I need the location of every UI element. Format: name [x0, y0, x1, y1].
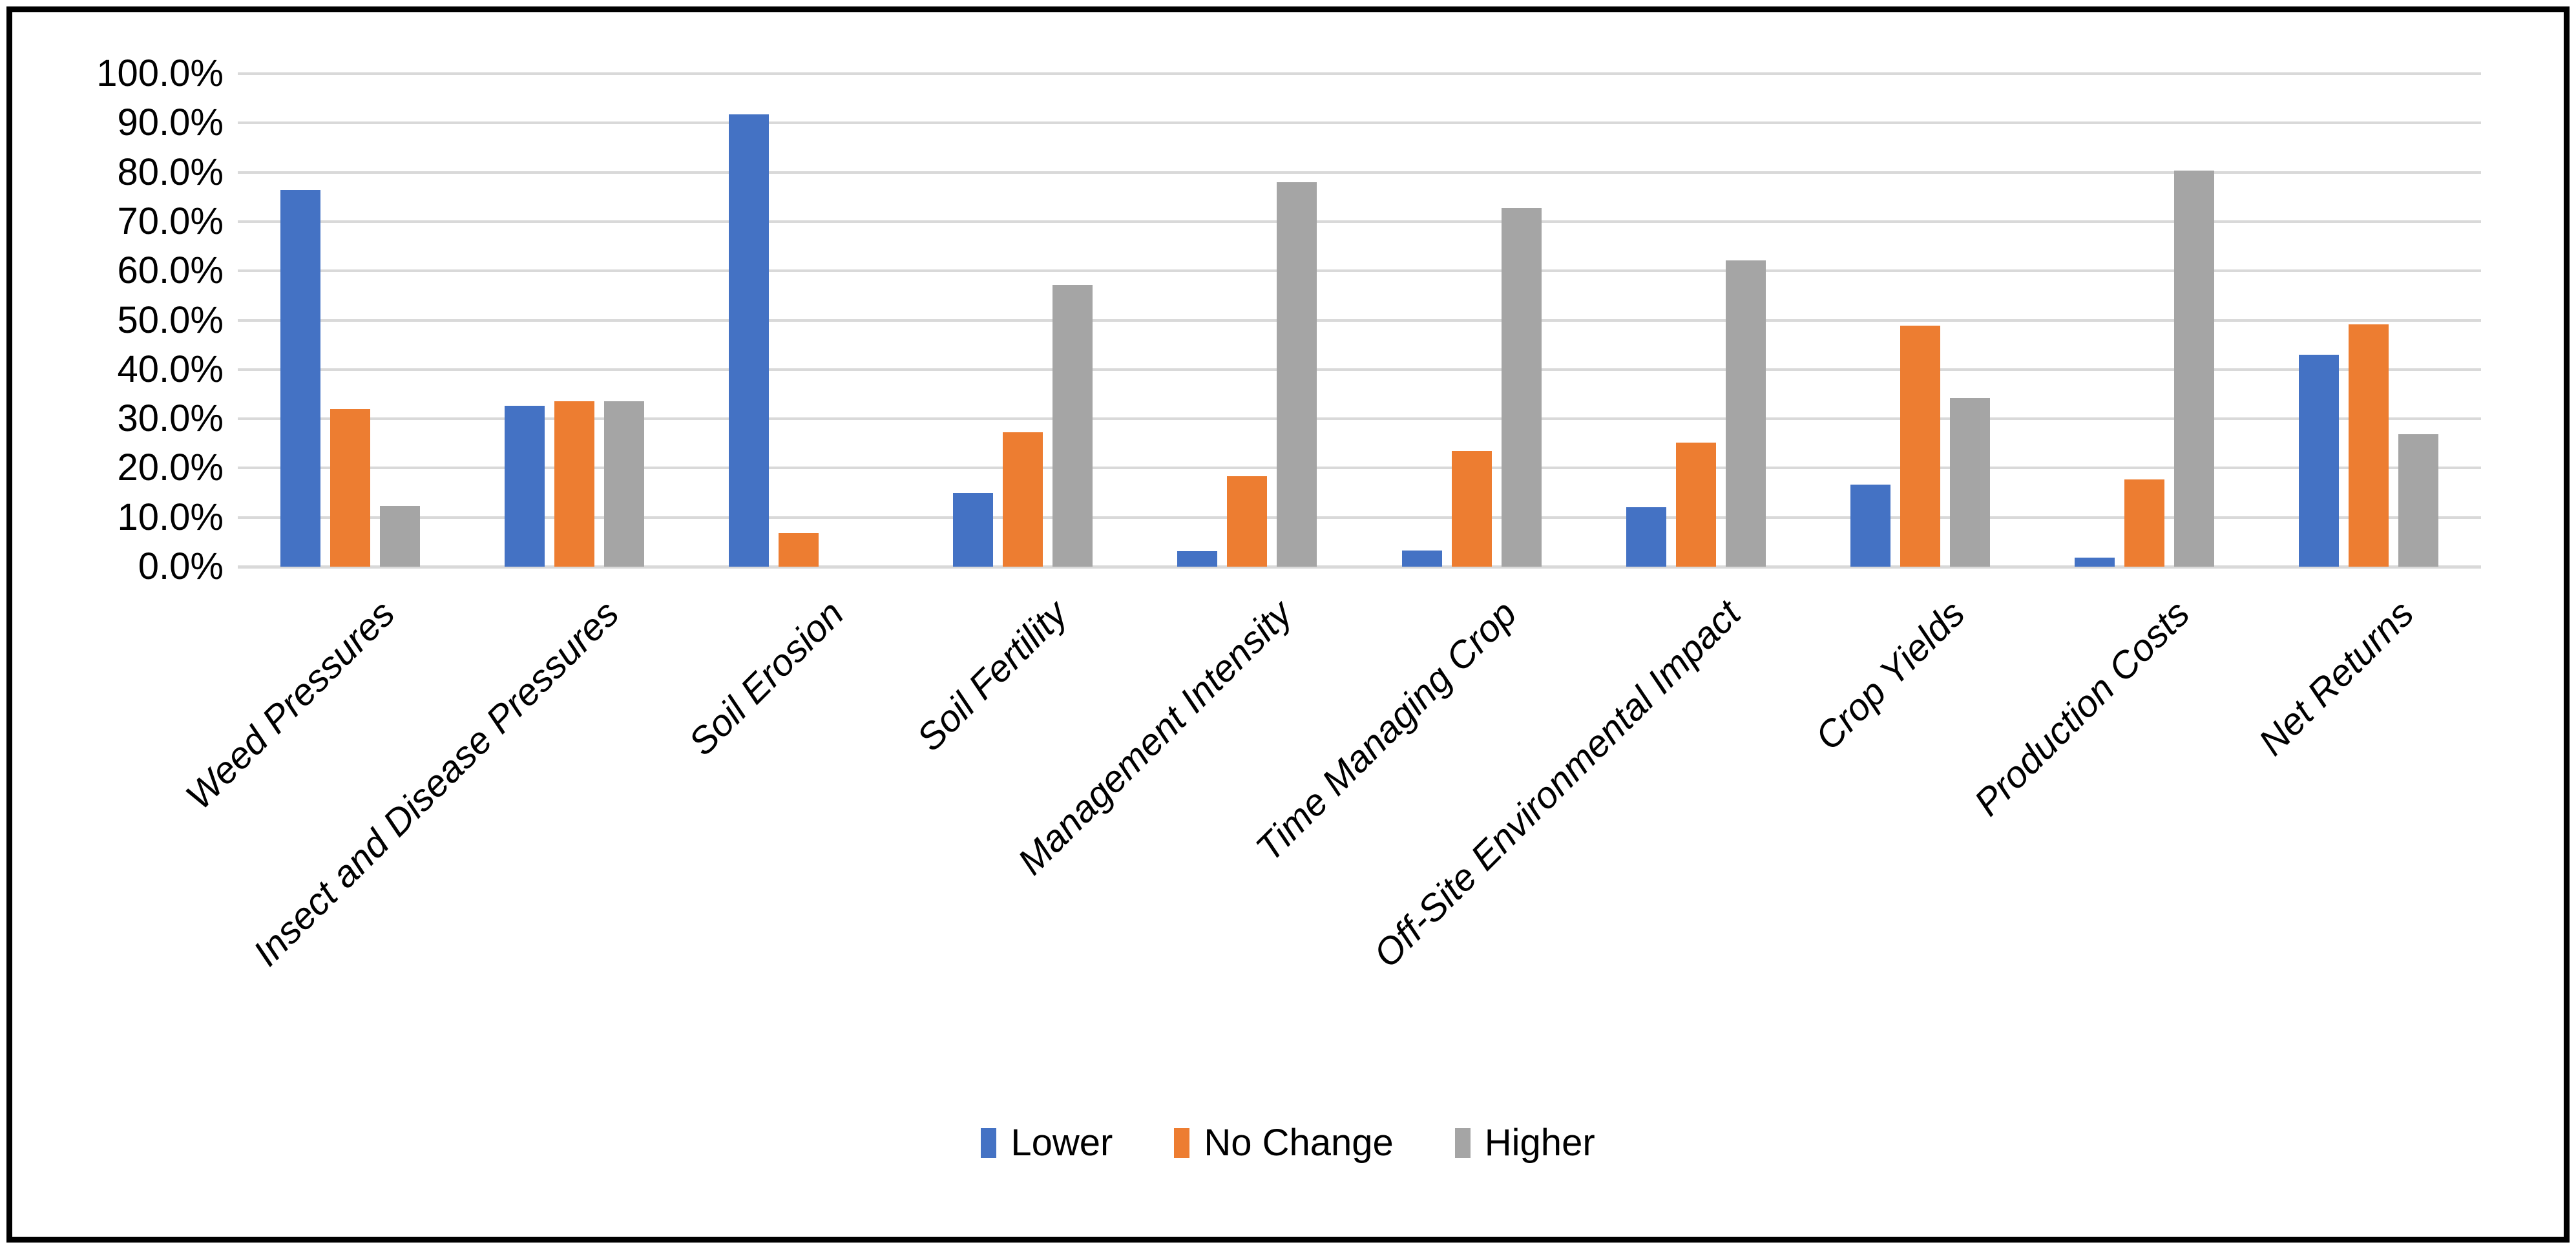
bar-lower [1402, 551, 1442, 567]
bar-no-change [1900, 326, 1940, 567]
gridline [238, 121, 2481, 124]
x-axis-line [238, 565, 2481, 569]
bar-lower [505, 406, 545, 567]
y-tick-label: 10.0% [117, 496, 224, 538]
gridline [238, 171, 2481, 174]
legend: Lower No Change Higher [0, 1124, 2576, 1162]
legend-item-higher: Higher [1454, 1122, 1595, 1164]
gridline [238, 417, 2481, 420]
bar-no-change [2349, 324, 2389, 567]
bar-higher [2398, 434, 2438, 567]
gridline [238, 368, 2481, 371]
bar-no-change [330, 409, 370, 567]
legend-label: Lower [1011, 1122, 1113, 1164]
legend-swatch-higher [1454, 1128, 1471, 1158]
y-tick-label: 40.0% [117, 348, 224, 390]
bar-no-change [1227, 476, 1267, 567]
category-label: Crop Yields [1807, 592, 1973, 759]
category-label: Production Costs [1965, 592, 2198, 824]
gridline [238, 269, 2481, 272]
gridline [238, 319, 2481, 322]
bar-higher [1950, 398, 1990, 567]
gridline [238, 72, 2481, 75]
legend-item-lower: Lower [981, 1124, 1113, 1162]
category-label: Insect and Disease Pressures [245, 592, 627, 974]
bar-higher [1726, 260, 1766, 567]
y-tick-label: 30.0% [117, 397, 224, 439]
bar-lower [729, 114, 769, 567]
y-tick-label: 80.0% [117, 151, 224, 193]
category-label: Weed Pressures [178, 592, 403, 818]
bar-higher [1502, 208, 1542, 567]
category-label: Soil Fertility [909, 592, 1076, 759]
category-label: Net Returns [2250, 592, 2422, 764]
bar-higher [1277, 182, 1317, 567]
bar-lower [2075, 558, 2115, 567]
legend-swatch-lower [981, 1128, 997, 1158]
gridline [238, 220, 2481, 223]
bar-lower [280, 190, 320, 567]
bar-higher [604, 401, 644, 567]
bar-lower [1177, 551, 1217, 567]
legend-label: Higher [1484, 1122, 1595, 1164]
y-tick-label: 0.0% [138, 545, 224, 587]
bar-no-change [1452, 451, 1492, 567]
legend-item-no-change: No Change [1174, 1122, 1394, 1164]
y-tick-label: 50.0% [117, 299, 224, 341]
y-tick-label: 90.0% [117, 101, 224, 143]
bar-no-change [1003, 432, 1043, 567]
bar-no-change [1676, 443, 1716, 567]
gridline [238, 467, 2481, 469]
bar-no-change [779, 533, 819, 567]
bar-no-change [554, 401, 594, 567]
bar-lower [953, 493, 993, 567]
y-tick-label: 70.0% [117, 200, 224, 242]
bar-lower [2299, 355, 2339, 567]
y-tick-label: 20.0% [117, 446, 224, 488]
category-label: Off-Site Environmental Impact [1365, 592, 1749, 976]
bar-higher [2174, 171, 2214, 567]
bar-higher [1052, 285, 1093, 567]
gridline [238, 516, 2481, 519]
legend-swatch-no-change [1174, 1128, 1190, 1158]
y-tick-label: 100.0% [96, 52, 224, 94]
y-tick-label: 60.0% [117, 249, 224, 291]
category-label: Soil Erosion [680, 592, 852, 764]
bar-lower [1626, 507, 1666, 567]
legend-label: No Change [1204, 1122, 1394, 1164]
bar-no-change [2124, 479, 2164, 567]
bar-higher [380, 506, 420, 567]
bar-lower [1850, 485, 1890, 567]
